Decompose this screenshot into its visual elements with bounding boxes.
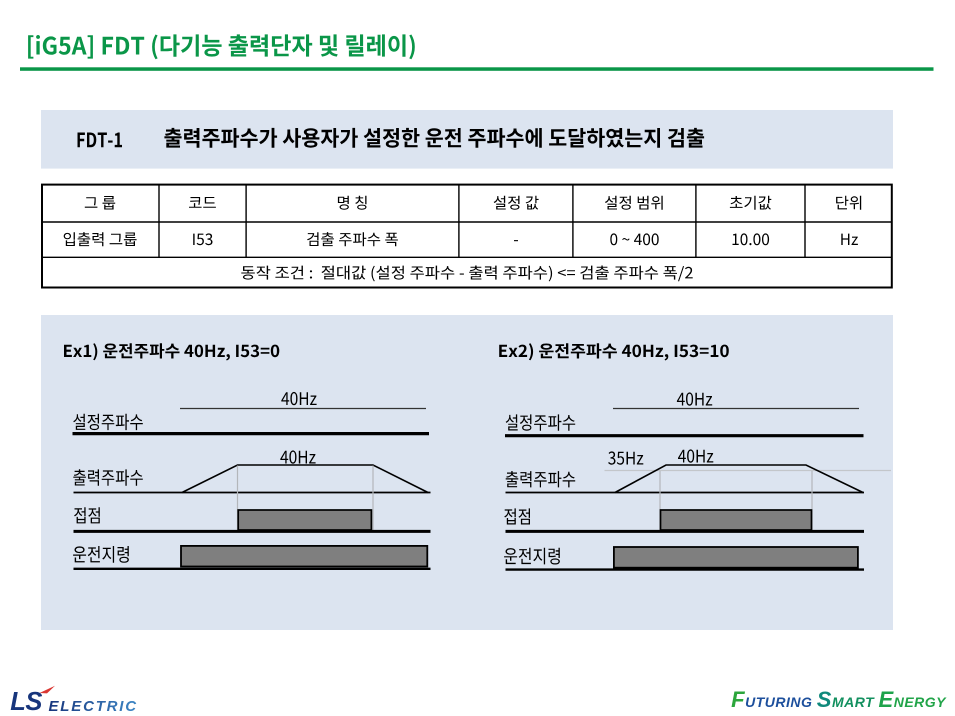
svg-text:FUTURING SMART ENERGY: FUTURING SMART ENERGY bbox=[731, 687, 947, 712]
svg-text:ELECTRIC: ELECTRIC bbox=[49, 698, 138, 715]
svg-text:LS: LS bbox=[10, 688, 42, 716]
